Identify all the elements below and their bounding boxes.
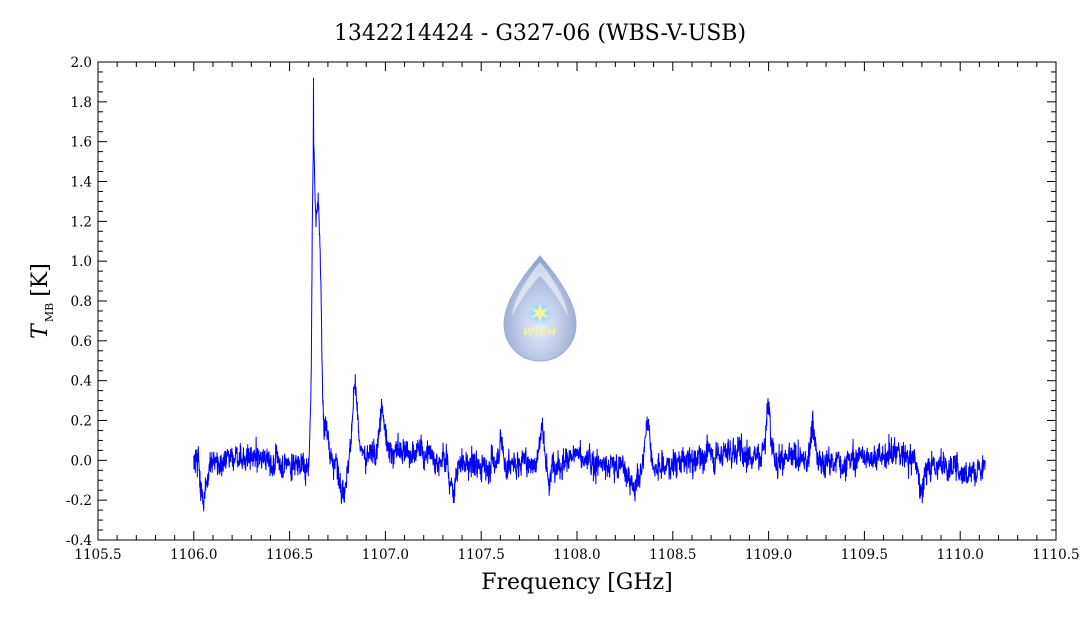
x-tick-label: 1105.5 <box>74 547 121 563</box>
y-tick-label: 1.4 <box>71 175 92 191</box>
y-tick-label: 0.4 <box>71 374 92 390</box>
x-tick-label: 1106.5 <box>266 547 313 563</box>
y-tick-label: 0.8 <box>71 294 92 310</box>
x-tick-label: 1107.5 <box>458 547 505 563</box>
axis-ticks <box>97 61 1057 541</box>
y-tick-label: -0.2 <box>66 493 92 509</box>
plot-frame <box>97 61 1057 541</box>
y-axis-label-subscript: MB <box>43 303 56 322</box>
wish-logo: WISH <box>503 255 577 362</box>
x-tick-label: 1108.5 <box>649 547 696 563</box>
x-axis-label: Frequency [GHz] <box>481 570 673 595</box>
y-axis-label: TMB [K] <box>28 263 56 339</box>
y-tick-label: 0.2 <box>71 414 92 430</box>
x-tick-label: 1108.0 <box>553 547 600 563</box>
x-tick-label: 1110.5 <box>1032 547 1079 563</box>
x-tick-label: 1109.0 <box>745 547 792 563</box>
y-tick-label: 1.8 <box>71 95 92 111</box>
x-tick-label: 1109.5 <box>841 547 888 563</box>
spectrum-series-line <box>193 77 986 512</box>
x-tick-label: 1110.0 <box>937 547 984 563</box>
x-tick-labels: 1105.5 1106.0 1106.5 1107.0 1107.5 1108.0 1108… <box>74 547 1079 563</box>
y-tick-label: -0.4 <box>66 533 92 549</box>
y-tick-label: 0.6 <box>71 334 92 350</box>
x-tick-label: 1107.0 <box>362 547 409 563</box>
logo-text: WISH <box>523 327 557 338</box>
logo-highlight <box>512 262 568 316</box>
y-tick-label: 1.0 <box>71 254 92 270</box>
chart-title: 1342214424 - G327-06 (WBS-V-USB) <box>334 21 746 46</box>
y-axis-label-unit: [K] <box>28 263 53 297</box>
y-tick-label: 1.6 <box>71 135 92 151</box>
y-tick-label: 2.0 <box>71 55 92 71</box>
y-axis-label-symbol: T <box>28 322 53 339</box>
y-tick-labels: -0.4 -0.2 0.0 0.2 0.4 0.6 0.8 1.0 1.2 1.4 1.6 1.8 2.… <box>66 55 92 549</box>
svg-text:TMB[K]: TMB [K] <box>28 263 56 339</box>
y-tick-label: 1.2 <box>71 214 92 230</box>
x-tick-label: 1106.0 <box>170 547 217 563</box>
star-icon <box>531 303 549 323</box>
y-tick-label: 0.0 <box>71 453 92 469</box>
